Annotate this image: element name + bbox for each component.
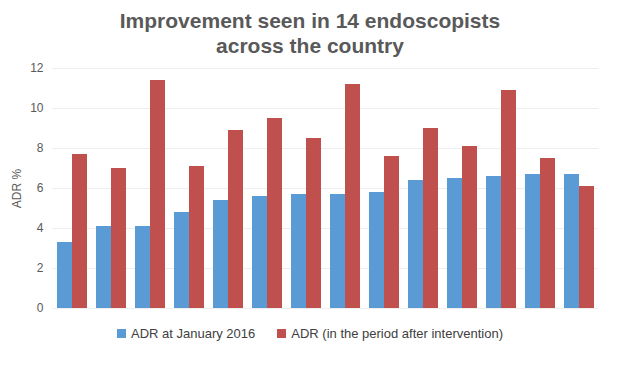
html-text:ADR at January 2016: ADR at January 2016 [131, 326, 256, 341]
svg-text:4: 4 [37, 221, 44, 235]
svg-text:12: 12 [30, 61, 44, 75]
svg-text:2: 2 [37, 261, 44, 275]
html-text:ADR (in the period after inter: ADR (in the period after intervention) [291, 326, 503, 341]
svg-text:ADR %: ADR % [10, 169, 24, 209]
svg-text:0: 0 [37, 301, 44, 315]
svg-text:10: 10 [30, 101, 44, 115]
svg-text:8: 8 [37, 141, 44, 155]
html-text:Improvement seen in 14 endosco: Improvement seen in 14 endoscopists acro… [119, 9, 501, 57]
svg-text:6: 6 [37, 181, 44, 195]
